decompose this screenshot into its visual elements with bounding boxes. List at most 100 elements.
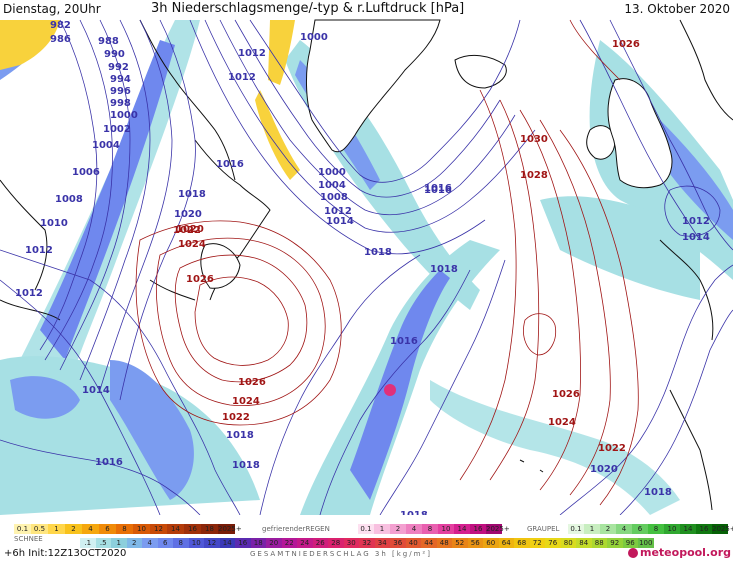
isobar-line [579, 19, 701, 241]
legend-cell: 100 [638, 538, 654, 548]
isobar-label: 994 [110, 74, 131, 85]
isobar-line [459, 89, 517, 481]
isobar-label: 1022 [598, 443, 626, 454]
legend-cell: 96 [622, 538, 638, 548]
legend-cell: 84 [576, 538, 592, 548]
legend-cell: 60 [483, 538, 499, 548]
isobar-label: 1024 [232, 396, 260, 407]
legend-total: .1.5 1 2 4 6 8 10 12 14 16 18 20 22 24 26 28 30 32 34 36 40 4… [0, 538, 733, 550]
legend-cell: 4 [82, 524, 99, 534]
legend-cell: 6 [99, 524, 116, 534]
isobar-line [569, 19, 621, 81]
freezing-rain-label: gefrierenderREGEN [262, 525, 330, 533]
isobar-closed [664, 185, 721, 237]
isobar-label: 1010 [40, 218, 68, 229]
precipitation-pressure-map: 982 986 988 990 992 994 996 998 1000 100… [0, 19, 733, 515]
legend-cell: 16 [184, 524, 201, 534]
isobar-label: 1004 [92, 140, 120, 151]
isobar-labels-low: 982 986 988 990 992 994 996 998 1000 100… [15, 20, 710, 515]
precip-sw-core2 [10, 376, 80, 419]
snow-label: SCHNEE [14, 535, 43, 543]
isobar-label: 998 [110, 98, 131, 109]
legend-cell: 32 [359, 538, 375, 548]
isobar-label: 1016 [216, 159, 244, 170]
isobar-label: 1022 [173, 225, 201, 236]
isobar-label: 982 [50, 20, 71, 31]
legend-cell: 16 [696, 524, 712, 534]
isobar-line [0, 249, 241, 515]
legend-cell: 10 [133, 524, 150, 534]
isobar-label: 1016 [424, 183, 452, 194]
isobar-line [379, 259, 506, 515]
legend-cell: 18 [201, 524, 218, 534]
precip-east-arc [430, 380, 680, 515]
isobar-line [59, 19, 131, 371]
isobar-label: 1018 [644, 487, 672, 498]
legend-cell: 8 [422, 524, 438, 534]
legend-cell: 4 [406, 524, 422, 534]
isobar-line [99, 19, 173, 391]
isobar-label: 1024 [178, 239, 206, 250]
legend-cell: 28 [328, 538, 344, 548]
isobar-label: 988 [98, 36, 119, 47]
isobar-line [39, 19, 98, 351]
isobar-label: 992 [108, 62, 129, 73]
legend-cell: 12 [204, 538, 220, 548]
legend-cell: 0.1 [358, 524, 374, 534]
brand-logo[interactable]: meteopool.org [628, 546, 731, 559]
isobar-line [489, 99, 540, 481]
isobar-label: 1016 [95, 457, 123, 468]
isobar-line [519, 109, 581, 491]
isobar-label: 1026 [186, 274, 214, 285]
isobar-line [609, 19, 733, 251]
hudson-west [0, 179, 48, 291]
isobar-line [119, 19, 196, 401]
precip-uk-core [660, 120, 733, 240]
azores-2 [539, 469, 544, 473]
isobar-label: 1012 [682, 216, 710, 227]
legend-cell: 40 [405, 538, 421, 548]
legend-cell: 6 [157, 538, 173, 548]
isobars-low [0, 19, 733, 515]
legend-cell: 44 [421, 538, 437, 548]
legend-cell: 12 [150, 524, 167, 534]
precip-core-west [40, 40, 175, 360]
legend-cell: 2 [600, 524, 616, 534]
isobar-line [44, 19, 113, 361]
isobar-label: 1012 [25, 245, 53, 256]
legend-cell: 30 [343, 538, 359, 548]
isobar-label: 1024 [548, 417, 576, 428]
legend-cell: 72 [529, 538, 545, 548]
isobar-line [135, 220, 342, 426]
isobar-label: 1018 [430, 264, 458, 275]
legend-cell: 2 [65, 524, 82, 534]
isobar-label: 1016 [424, 185, 452, 196]
graupel-label: GRAUPEL [527, 525, 560, 533]
isobar-label: 1000 [318, 167, 346, 178]
legend-precip-types: 0.1 0.5 1 2 4 6 8 10 12 14 16 18 2025+ gefrierenderR… [0, 524, 733, 536]
legend-cell: 14 [454, 524, 470, 534]
legend-cell: 92 [607, 538, 623, 548]
isobar-label: 1018 [226, 430, 254, 441]
isobar-label: 1004 [318, 180, 346, 191]
legend-cell: 64 [498, 538, 514, 548]
legend-cell: 4 [142, 538, 158, 548]
legend-cell: 24 [297, 538, 313, 548]
isobar-label: 1026 [238, 377, 266, 388]
isobar-line [194, 276, 289, 366]
isobar-label: 1018 [232, 460, 260, 471]
isobar-label: 1014 [326, 216, 354, 227]
isobar-line [79, 19, 151, 381]
isobar-label: 1020 [590, 464, 618, 475]
isobar-label: 1030 [520, 134, 548, 145]
legend-cell: 76 [545, 538, 561, 548]
legend-cell: .5 [95, 538, 111, 548]
isobar-label: 1008 [320, 192, 348, 203]
isobar-label: 1012 [228, 72, 256, 83]
isobar-label: 1012 [238, 48, 266, 59]
legend-cell: 1 [584, 524, 600, 534]
isobar-line [559, 264, 733, 515]
legend-cell: 2025+ [486, 524, 510, 534]
isobars-high [135, 19, 639, 506]
